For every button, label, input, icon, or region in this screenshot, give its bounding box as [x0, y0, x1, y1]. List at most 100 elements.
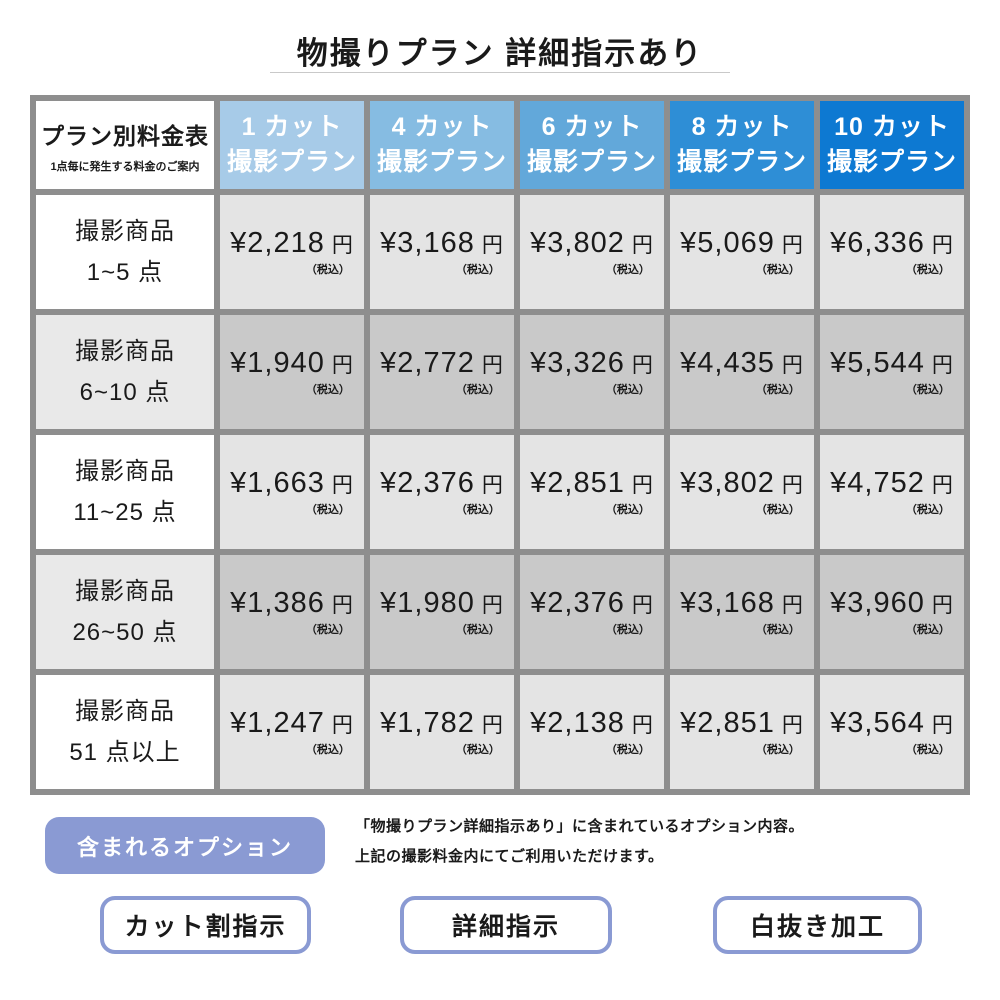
- header-line1: 4 カット: [391, 112, 493, 141]
- row-label-bottom: 51 点以上: [69, 738, 181, 766]
- price-unit: 円: [481, 474, 504, 497]
- price-value: ¥6,336: [830, 227, 925, 259]
- tax-note: （税込）: [305, 504, 350, 516]
- price-cell: ¥1,940 円 （税込）: [220, 315, 364, 429]
- tax-note: （税込）: [305, 264, 350, 276]
- price-cell: ¥3,168 円 （税込）: [370, 195, 514, 309]
- included-options-badge[interactable]: 含まれるオプション: [45, 817, 325, 874]
- price-unit: 円: [481, 594, 504, 617]
- column-header-1cut: 1 カット 撮影プラン: [220, 101, 364, 189]
- price-unit: 円: [631, 354, 654, 377]
- price-cell: ¥4,752 円 （税込）: [820, 435, 964, 549]
- header-line2: 撮影プラン: [526, 148, 657, 176]
- price-unit: 円: [331, 594, 354, 617]
- price-unit: 円: [481, 714, 504, 737]
- price-value: ¥1,663: [230, 467, 325, 499]
- row-label-bottom: 26~50 点: [72, 618, 178, 646]
- header-line2: 撮影プラン: [676, 148, 807, 176]
- price-unit: 円: [781, 354, 804, 377]
- price-value: ¥2,376: [380, 467, 475, 499]
- column-header-6cut: 6 カット 撮影プラン: [520, 101, 664, 189]
- price-value: ¥1,247: [230, 707, 325, 739]
- corner-subtitle: 1点毎に発生する料金のご案内: [50, 160, 200, 173]
- price-cell: ¥3,168 円 （税込）: [670, 555, 814, 669]
- price-cell: ¥5,069 円 （税込）: [670, 195, 814, 309]
- tax-note: （税込）: [605, 504, 650, 516]
- row-label-top: 撮影商品: [75, 217, 175, 245]
- price-value: ¥2,138: [530, 707, 625, 739]
- price-unit: 円: [781, 594, 804, 617]
- tax-note: （税込）: [305, 384, 350, 396]
- price-cell: ¥3,326 円 （税込）: [520, 315, 664, 429]
- price-value: ¥3,960: [830, 587, 925, 619]
- price-unit: 円: [331, 354, 354, 377]
- price-table: プラン別料金表 1点毎に発生する料金のご案内 1 カット 撮影プラン 4 カット…: [30, 95, 970, 795]
- row-label-51plus: 撮影商品 51 点以上: [36, 675, 214, 789]
- price-unit: 円: [781, 714, 804, 737]
- price-unit: 円: [631, 714, 654, 737]
- column-header-8cut: 8 カット 撮影プラン: [670, 101, 814, 189]
- row-label-top: 撮影商品: [75, 577, 175, 605]
- price-unit: 円: [631, 474, 654, 497]
- header-line1: 8 カット: [691, 112, 793, 141]
- tax-note: （税込）: [755, 624, 800, 636]
- option-button-detailed-instructions[interactable]: 詳細指示: [400, 896, 612, 954]
- price-cell: ¥1,247 円 （税込）: [220, 675, 364, 789]
- tax-note: （税込）: [605, 744, 650, 756]
- price-cell: ¥1,663 円 （税込）: [220, 435, 364, 549]
- price-value: ¥3,168: [380, 227, 475, 259]
- price-cell: ¥1,386 円 （税込）: [220, 555, 364, 669]
- tax-note: （税込）: [455, 384, 500, 396]
- tax-note: （税込）: [455, 624, 500, 636]
- row-label-bottom: 11~25 点: [73, 498, 177, 526]
- option-button-white-background[interactable]: 白抜き加工: [713, 896, 922, 954]
- price-unit: 円: [481, 234, 504, 257]
- options-description-line2: 上記の撮影料金内にてご利用いただけます。: [355, 848, 664, 865]
- price-value: ¥1,782: [380, 707, 475, 739]
- tax-note: （税込）: [905, 504, 950, 516]
- table-corner-cell: プラン別料金表 1点毎に発生する料金のご案内: [36, 101, 214, 189]
- price-value: ¥2,851: [680, 707, 775, 739]
- row-label-top: 撮影商品: [75, 457, 175, 485]
- price-cell: ¥3,564 円 （税込）: [820, 675, 964, 789]
- price-cell: ¥2,851 円 （税込）: [670, 675, 814, 789]
- header-line1: 1 カット: [241, 112, 343, 141]
- options-description-line1: 「物撮りプラン詳細指示あり」に含まれているオプション内容。: [355, 818, 805, 835]
- price-cell: ¥5,544 円 （税込）: [820, 315, 964, 429]
- price-value: ¥5,069: [680, 227, 775, 259]
- price-cell: ¥3,802 円 （税込）: [520, 195, 664, 309]
- page-title: 物撮りプラン 詳細指示あり: [296, 36, 704, 71]
- tax-note: （税込）: [755, 264, 800, 276]
- price-value: ¥3,802: [680, 467, 775, 499]
- option-button-cut-layout[interactable]: カット割指示: [100, 896, 311, 954]
- title-underline: [270, 72, 730, 73]
- header-line2: 撮影プラン: [826, 148, 957, 176]
- price-unit: 円: [331, 714, 354, 737]
- price-value: ¥5,544: [830, 347, 925, 379]
- price-unit: 円: [631, 234, 654, 257]
- tax-note: （税込）: [755, 744, 800, 756]
- price-cell: ¥2,376 円 （税込）: [520, 555, 664, 669]
- price-value: ¥2,772: [380, 347, 475, 379]
- price-unit: 円: [481, 354, 504, 377]
- price-unit: 円: [931, 474, 954, 497]
- header-line2: 撮影プラン: [226, 148, 357, 176]
- price-value: ¥3,168: [680, 587, 775, 619]
- price-unit: 円: [931, 234, 954, 257]
- tax-note: （税込）: [605, 384, 650, 396]
- price-value: ¥2,376: [530, 587, 625, 619]
- price-unit: 円: [931, 354, 954, 377]
- tax-note: （税込）: [755, 384, 800, 396]
- price-unit: 円: [331, 474, 354, 497]
- price-value: ¥1,980: [380, 587, 475, 619]
- price-cell: ¥3,960 円 （税込）: [820, 555, 964, 669]
- header-line1: 10 カット: [834, 112, 950, 141]
- row-label-1-5: 撮影商品 1~5 点: [36, 195, 214, 309]
- price-unit: 円: [781, 234, 804, 257]
- price-value: ¥2,218: [230, 227, 325, 259]
- row-label-26-50: 撮影商品 26~50 点: [36, 555, 214, 669]
- price-unit: 円: [331, 234, 354, 257]
- tax-note: （税込）: [305, 624, 350, 636]
- price-unit: 円: [931, 714, 954, 737]
